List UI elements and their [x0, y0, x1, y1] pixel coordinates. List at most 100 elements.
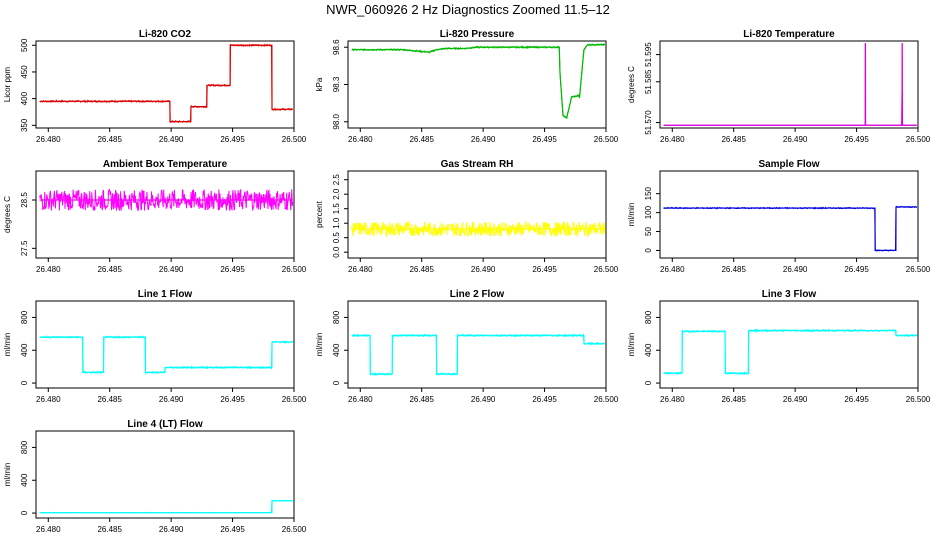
- chart-title: Line 3 Flow: [762, 289, 817, 300]
- y-axis-label: ml/min: [627, 203, 636, 227]
- chart-title: Li-820 Pressure: [440, 29, 515, 40]
- series-steps: [351, 334, 605, 375]
- y-tick-label: 0.0: [332, 246, 341, 258]
- chart-panel-9: Line 3 Flow ml/min 26.480 26.485 26.490 26.49…: [627, 289, 931, 404]
- plot-frame: [659, 300, 919, 389]
- x-tick-label: 26.495: [532, 395, 557, 404]
- y-tick-label: 400: [644, 343, 653, 357]
- series-steps: [663, 206, 917, 252]
- y-tick-label: 50: [644, 227, 653, 236]
- y-tick-label: 800: [644, 310, 653, 324]
- series-line: [39, 188, 294, 212]
- x-tick-label: 26.490: [783, 265, 808, 274]
- chart-title: Line 4 (LT) Flow: [127, 419, 203, 430]
- x-tick-label: 26.480: [348, 265, 373, 274]
- y-tick-label: 51.570: [644, 110, 653, 135]
- plot-frame: [347, 170, 607, 259]
- x-tick-label: 26.485: [409, 395, 434, 404]
- x-tick-label: 26.485: [97, 265, 122, 274]
- y-axis-label: degrees C: [3, 196, 12, 233]
- chart-title: Gas Stream RH: [441, 159, 514, 170]
- series-line: [351, 333, 605, 377]
- series-line: [663, 205, 917, 252]
- y-tick-label: 450: [20, 65, 29, 79]
- x-tick-label: 26.500: [282, 265, 307, 274]
- x-tick-label: 26.480: [660, 135, 685, 144]
- y-tick-label: 2.5: [332, 174, 341, 186]
- page-title: NWR_060926 2 Hz Diagnostics Zoomed 11.5–…: [326, 2, 610, 17]
- y-tick-label: 0: [644, 248, 653, 253]
- x-tick-label: 26.500: [282, 395, 307, 404]
- x-tick-label: 26.480: [348, 395, 373, 404]
- x-tick-label: 26.485: [409, 135, 434, 144]
- x-tick-label: 26.480: [660, 395, 685, 404]
- y-tick-label: 28.5: [20, 192, 29, 208]
- x-tick-label: 26.485: [721, 395, 746, 404]
- series-line: [39, 43, 293, 124]
- x-tick-label: 26.490: [471, 265, 496, 274]
- chart-panel-5: Gas Stream RH percent 26.480 26.485 26.490 26…: [315, 159, 619, 274]
- plot-frame: [659, 40, 919, 129]
- y-tick-label: 800: [20, 440, 29, 454]
- y-tick-label: 1.5: [332, 203, 341, 215]
- x-tick-label: 26.490: [471, 135, 496, 144]
- x-tick-label: 26.480: [348, 135, 373, 144]
- y-axis-label: Licor ppm: [3, 67, 12, 102]
- y-tick-label: 0: [20, 510, 29, 515]
- x-tick-label: 26.485: [721, 265, 746, 274]
- x-tick-label: 26.500: [906, 395, 931, 404]
- x-tick-label: 26.480: [36, 135, 61, 144]
- x-tick-label: 26.490: [159, 395, 184, 404]
- y-tick-label: 800: [20, 310, 29, 324]
- series-steps: [39, 500, 293, 514]
- series-steps: [351, 44, 605, 120]
- chart-panel-8: Line 2 Flow ml/min 26.480 26.485 26.490 26.49…: [315, 289, 619, 404]
- chart-panel-10: Line 4 (LT) Flow ml/min 26.480 26.485 26.490…: [3, 419, 307, 534]
- x-tick-label: 26.485: [721, 135, 746, 144]
- x-tick-label: 26.490: [783, 395, 808, 404]
- x-tick-label: 26.480: [36, 395, 61, 404]
- chart-title: Line 2 Flow: [450, 289, 505, 300]
- y-tick-label: 0: [332, 380, 341, 385]
- y-axis-label: ml/min: [3, 463, 12, 487]
- x-tick-label: 26.495: [844, 395, 869, 404]
- x-tick-label: 26.500: [282, 525, 307, 534]
- chart-title: Sample Flow: [758, 159, 819, 170]
- plot-frame: [347, 300, 607, 389]
- chart-title: Li-820 CO2: [139, 29, 192, 40]
- y-tick-label: 400: [20, 473, 29, 487]
- y-tick-label: 51.595: [644, 42, 653, 67]
- series-steps: [39, 44, 293, 123]
- plot-frame: [35, 40, 295, 129]
- x-tick-label: 26.495: [844, 265, 869, 274]
- y-tick-label: 400: [20, 91, 29, 105]
- chart-panel-4: Ambient Box Temperature degrees C 26.480 26…: [3, 159, 307, 274]
- y-tick-label: 98.3: [332, 76, 341, 92]
- x-tick-label: 26.500: [594, 395, 619, 404]
- x-tick-label: 26.485: [97, 135, 122, 144]
- y-tick-label: 51.585: [644, 69, 653, 94]
- plot-frame: [35, 300, 295, 389]
- y-axis-label: ml/min: [3, 333, 12, 357]
- chart-panel-7: Line 1 Flow ml/min 26.480 26.485 26.490 26.49…: [3, 289, 307, 404]
- y-tick-label: 800: [332, 310, 341, 324]
- x-tick-label: 26.500: [594, 135, 619, 144]
- x-tick-label: 26.480: [36, 265, 61, 274]
- x-tick-label: 26.495: [532, 265, 557, 274]
- x-tick-label: 26.490: [159, 135, 184, 144]
- x-tick-label: 26.490: [783, 135, 808, 144]
- x-tick-label: 26.485: [409, 265, 434, 274]
- x-tick-label: 26.490: [159, 525, 184, 534]
- y-tick-label: 0.5: [332, 232, 341, 244]
- x-tick-label: 26.480: [660, 265, 685, 274]
- x-tick-label: 26.495: [220, 135, 245, 144]
- series-line: [351, 42, 606, 120]
- series-steps: [663, 43, 917, 126]
- y-tick-label: 350: [20, 118, 29, 132]
- x-tick-label: 26.495: [220, 395, 245, 404]
- y-tick-label: 98.0: [332, 113, 341, 129]
- x-tick-label: 26.485: [97, 395, 122, 404]
- chart-panel-3: Li-820 Temperature degrees C 26.480 26.485 2…: [627, 29, 931, 144]
- y-tick-label: 0: [20, 380, 29, 385]
